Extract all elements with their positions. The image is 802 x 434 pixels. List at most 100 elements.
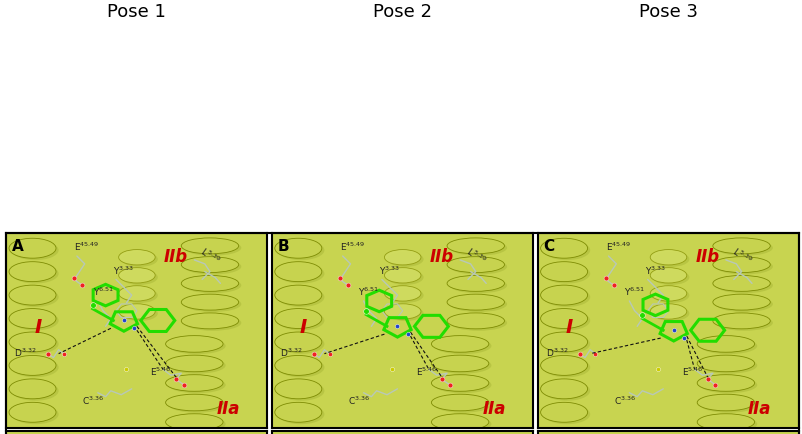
Ellipse shape bbox=[699, 377, 756, 393]
Ellipse shape bbox=[449, 259, 507, 275]
Text: E$^{45.49}$: E$^{45.49}$ bbox=[340, 240, 365, 253]
Ellipse shape bbox=[431, 414, 488, 431]
Ellipse shape bbox=[12, 264, 59, 284]
Ellipse shape bbox=[650, 304, 686, 319]
Text: E$^{45.49}$: E$^{45.49}$ bbox=[75, 240, 99, 253]
Ellipse shape bbox=[543, 358, 589, 378]
Ellipse shape bbox=[277, 311, 324, 331]
Ellipse shape bbox=[277, 381, 324, 401]
Ellipse shape bbox=[168, 396, 225, 413]
Ellipse shape bbox=[119, 304, 155, 319]
Ellipse shape bbox=[540, 332, 587, 352]
Text: IIa: IIa bbox=[482, 399, 505, 418]
Ellipse shape bbox=[449, 240, 507, 256]
Ellipse shape bbox=[12, 334, 59, 354]
Text: IIb: IIb bbox=[164, 247, 188, 266]
Text: Y$^{6.51}$: Y$^{6.51}$ bbox=[92, 285, 114, 297]
Ellipse shape bbox=[184, 240, 241, 256]
Ellipse shape bbox=[434, 357, 491, 374]
Ellipse shape bbox=[699, 338, 756, 355]
Ellipse shape bbox=[449, 296, 507, 312]
Ellipse shape bbox=[434, 416, 491, 432]
Ellipse shape bbox=[184, 296, 241, 312]
Ellipse shape bbox=[447, 238, 504, 254]
Ellipse shape bbox=[543, 264, 589, 284]
Ellipse shape bbox=[9, 262, 56, 282]
Text: C$^{3.36}$: C$^{3.36}$ bbox=[347, 394, 370, 407]
Ellipse shape bbox=[699, 416, 756, 432]
Ellipse shape bbox=[9, 239, 56, 259]
Ellipse shape bbox=[12, 404, 59, 424]
Ellipse shape bbox=[696, 375, 754, 391]
Ellipse shape bbox=[715, 240, 772, 256]
Ellipse shape bbox=[181, 313, 238, 329]
Ellipse shape bbox=[384, 304, 420, 319]
Text: C: C bbox=[543, 239, 553, 254]
Ellipse shape bbox=[431, 355, 488, 372]
Ellipse shape bbox=[543, 404, 589, 424]
Text: B: B bbox=[277, 239, 289, 254]
Ellipse shape bbox=[9, 402, 56, 422]
Ellipse shape bbox=[650, 268, 686, 283]
Ellipse shape bbox=[181, 238, 238, 254]
Ellipse shape bbox=[168, 338, 225, 355]
Ellipse shape bbox=[540, 355, 587, 375]
Text: IIa: IIa bbox=[217, 399, 240, 418]
Ellipse shape bbox=[168, 377, 225, 393]
Ellipse shape bbox=[184, 315, 241, 331]
Ellipse shape bbox=[434, 338, 491, 355]
Text: Pose 1: Pose 1 bbox=[107, 3, 166, 21]
Ellipse shape bbox=[121, 270, 158, 285]
Ellipse shape bbox=[184, 259, 241, 275]
Ellipse shape bbox=[119, 250, 155, 265]
Text: Pose 2: Pose 2 bbox=[373, 3, 431, 21]
Ellipse shape bbox=[384, 250, 420, 265]
Ellipse shape bbox=[652, 288, 689, 303]
Ellipse shape bbox=[119, 286, 155, 301]
Ellipse shape bbox=[699, 357, 756, 374]
Ellipse shape bbox=[449, 278, 507, 294]
Ellipse shape bbox=[168, 357, 225, 374]
Text: I: I bbox=[299, 317, 307, 336]
Ellipse shape bbox=[540, 309, 587, 329]
Ellipse shape bbox=[12, 241, 59, 260]
Text: Pose 3: Pose 3 bbox=[638, 3, 697, 21]
Text: I: I bbox=[34, 317, 42, 336]
Text: D$^{3.32}$: D$^{3.32}$ bbox=[545, 345, 568, 358]
Ellipse shape bbox=[699, 396, 756, 413]
Ellipse shape bbox=[543, 334, 589, 354]
Ellipse shape bbox=[277, 264, 324, 284]
Text: L$^{5.39}$: L$^{5.39}$ bbox=[464, 244, 488, 266]
Text: I: I bbox=[565, 317, 573, 336]
Ellipse shape bbox=[696, 395, 754, 411]
Ellipse shape bbox=[277, 241, 324, 260]
Text: L$^{5.39}$: L$^{5.39}$ bbox=[198, 244, 222, 266]
Ellipse shape bbox=[277, 287, 324, 307]
Text: C$^{3.36}$: C$^{3.36}$ bbox=[82, 394, 104, 407]
Ellipse shape bbox=[121, 306, 158, 321]
Ellipse shape bbox=[387, 288, 423, 303]
Text: E$^{45.49}$: E$^{45.49}$ bbox=[606, 240, 630, 253]
Ellipse shape bbox=[387, 252, 423, 267]
Ellipse shape bbox=[712, 313, 769, 329]
Ellipse shape bbox=[9, 379, 56, 399]
Text: D$^{3.32}$: D$^{3.32}$ bbox=[280, 345, 302, 358]
Text: A: A bbox=[12, 239, 23, 254]
Ellipse shape bbox=[277, 358, 324, 378]
Text: Y$^{6.51}$: Y$^{6.51}$ bbox=[623, 285, 645, 297]
Ellipse shape bbox=[165, 355, 223, 372]
Text: Y$^{3.33}$: Y$^{3.33}$ bbox=[113, 263, 135, 276]
Ellipse shape bbox=[650, 286, 686, 301]
Ellipse shape bbox=[434, 396, 491, 413]
Ellipse shape bbox=[540, 402, 587, 422]
Ellipse shape bbox=[274, 239, 322, 259]
Ellipse shape bbox=[447, 295, 504, 310]
Ellipse shape bbox=[384, 286, 420, 301]
Ellipse shape bbox=[712, 238, 769, 254]
Ellipse shape bbox=[543, 241, 589, 260]
Text: E$^{5.46}$: E$^{5.46}$ bbox=[681, 365, 703, 377]
Ellipse shape bbox=[715, 259, 772, 275]
Ellipse shape bbox=[540, 239, 587, 259]
Ellipse shape bbox=[184, 278, 241, 294]
Ellipse shape bbox=[431, 375, 488, 391]
